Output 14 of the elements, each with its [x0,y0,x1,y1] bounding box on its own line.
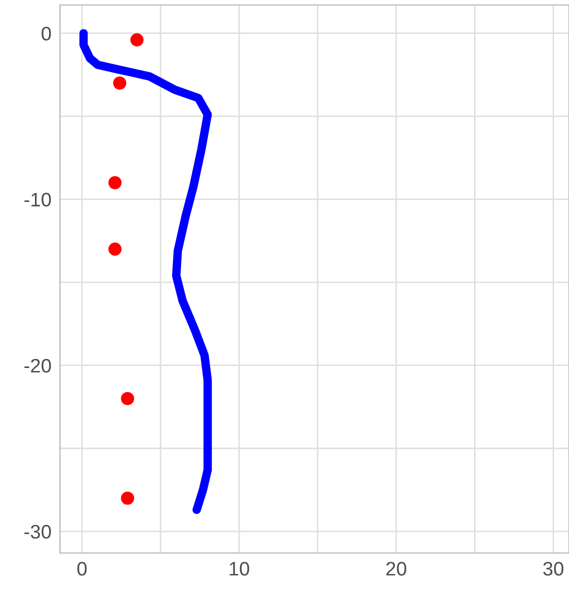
point [113,76,126,90]
point [108,242,122,256]
x-tick-label: 20 [386,562,406,576]
point [130,33,144,46]
point [120,492,134,505]
x-tick-label: 0 [77,562,87,576]
x-tick-label: 30 [543,562,564,576]
y-tick-label: 0 [42,26,51,40]
point [120,392,134,406]
y-tick-label: -20 [24,358,51,373]
point [108,176,122,190]
y-tick-label: -30 [24,524,51,539]
y-tick-label: -10 [24,192,51,207]
x-tick-label: 10 [230,562,250,576]
